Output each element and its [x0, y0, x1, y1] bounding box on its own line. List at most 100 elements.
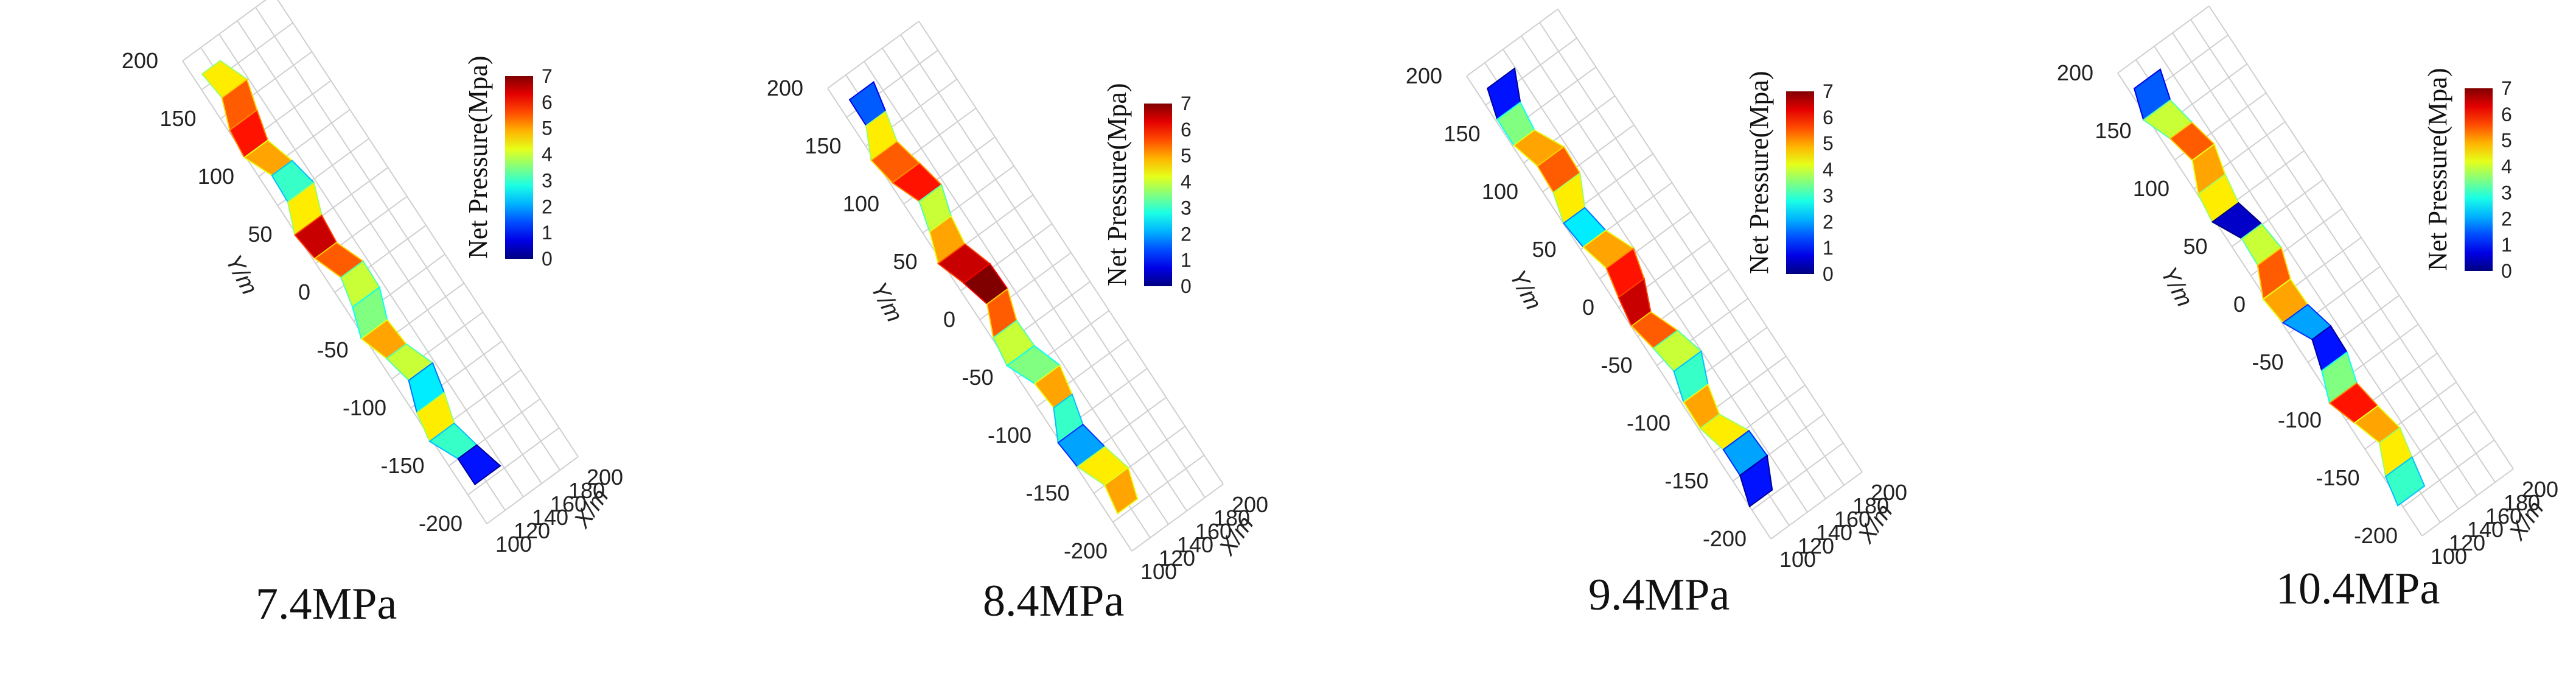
colorbar-tick-label: 1	[1823, 237, 1834, 259]
colorbar-title: Net Pressure(Mpa)	[1102, 83, 1132, 286]
chart-svg: 200150100500-50-100-150-200Y/m1001201401…	[2057, 5, 2558, 569]
x-tick-label: 120	[2449, 530, 2485, 555]
colorbar-title: Net Pressure(Mpa)	[2423, 68, 2452, 271]
gridline	[182, 0, 267, 62]
colorbar-tick-label: 5	[1823, 133, 1834, 155]
x-tick-label: 120	[514, 518, 550, 543]
gridline	[2421, 468, 2514, 537]
x-tick-label: 180	[1213, 505, 1250, 530]
y-tick-label: 100	[2133, 176, 2169, 201]
fracture-band	[848, 81, 1139, 515]
y-axis-label: Y/m	[2155, 263, 2197, 311]
y-tick-label: 50	[1532, 237, 1556, 262]
gridline	[827, 21, 920, 89]
y-tick-label: -100	[988, 423, 1031, 448]
y-tick-label: -50	[1600, 353, 1632, 378]
colorbar-title: Net Pressure(Mpa)	[1744, 71, 1774, 274]
fracture-segment	[457, 444, 501, 485]
y-tick-label: -150	[1025, 480, 1069, 505]
gridline	[1466, 76, 1771, 540]
colorbar-tick-label: 3	[1823, 185, 1834, 206]
gridline	[2190, 19, 2496, 483]
gridline	[2117, 5, 2210, 74]
gridline	[1539, 22, 1845, 486]
y-tick-label: 0	[298, 280, 310, 304]
y-tick-label: 50	[2183, 234, 2207, 259]
x-tick-label: 100	[495, 532, 532, 557]
y-tick-label: 150	[805, 133, 841, 158]
y-tick-label: 200	[1406, 63, 1442, 88]
fracture-band	[1486, 67, 1773, 508]
colorbar-tick-label: 3	[2501, 181, 2512, 203]
colorbar	[2465, 88, 2493, 271]
colorbar-tick-label: 0	[2501, 260, 2512, 282]
y-tick-label: 0	[943, 307, 955, 332]
gridline	[2403, 439, 2495, 508]
fracture-band	[2133, 68, 2426, 507]
colorbar-tick-label: 6	[1823, 107, 1834, 128]
colorbar-title: Net Pressure(Mpa)	[463, 55, 493, 259]
colorbar-tick-label: 7	[1181, 93, 1192, 114]
y-tick-label: 200	[767, 76, 803, 100]
y-tick-label: 100	[198, 164, 234, 189]
y-tick-label: -150	[380, 453, 424, 478]
y-tick-label: -50	[316, 337, 348, 362]
colorbar-tick-label: 4	[2501, 156, 2512, 178]
y-tick-label: 0	[1582, 295, 1594, 320]
y-tick-label: -200	[2354, 523, 2398, 548]
colorbar-tick-label: 1	[1181, 249, 1192, 271]
chart-panel: 200 150 100 50 0 -50 -100 -150 -200 Y/m 100 120 140 1…	[0, 0, 641, 679]
y-axis-label: Y/m	[865, 278, 907, 326]
x-tick-label: 200	[587, 465, 623, 490]
colorbar-tick-label: 7	[2501, 77, 2512, 99]
panel-caption: 8.4MPa	[983, 576, 1125, 626]
chart-panel: 200 150 100 50 0 -50 -100 -150 -200 Y/m 100 120 140 1…	[645, 0, 1286, 679]
gridline	[1557, 9, 1863, 473]
colorbar-tick-label: 0	[1181, 275, 1192, 297]
fracture-segment	[2384, 456, 2426, 507]
y-tick-label: -50	[2252, 350, 2283, 375]
colorbar	[1786, 91, 1814, 274]
y-tick-label: 150	[2095, 118, 2131, 143]
panel-caption: 9.4MPa	[1588, 570, 1730, 620]
y-tick-label: -200	[1064, 538, 1108, 563]
gridline	[2208, 5, 2514, 470]
fracture-segment	[1103, 466, 1139, 515]
x-tick-label: 200	[1232, 492, 1268, 517]
x-tick-label: 140	[532, 505, 568, 530]
gridline	[2172, 32, 2477, 496]
chart-svg: 200150100500-50-100-150-200Y/m1001201401…	[122, 0, 623, 557]
gridline	[467, 427, 560, 496]
gridline	[1770, 471, 1863, 540]
colorbar-tick-label: 2	[1181, 223, 1192, 245]
y-tick-label: 150	[1443, 121, 1480, 146]
y-tick-label: 200	[2057, 60, 2093, 85]
fracture-segment	[1739, 454, 1773, 508]
gridline	[277, 0, 579, 457]
colorbar-tick-label: 2	[2501, 208, 2512, 230]
y-tick-label: -200	[1703, 526, 1747, 551]
gridline	[864, 61, 1169, 525]
x-tick-label: 140	[2467, 517, 2504, 542]
gridline	[900, 34, 1206, 498]
x-tick-label: 120	[1159, 546, 1195, 571]
colorbar-tick-label: 0	[1823, 263, 1834, 285]
x-tick-label: 200	[1871, 480, 1907, 505]
x-tick-label: 140	[1177, 532, 1213, 557]
y-tick-label: -100	[343, 395, 386, 420]
x-tick-label: 180	[2504, 490, 2540, 515]
fracture-band	[201, 60, 501, 485]
x-tick-label: 180	[568, 478, 605, 503]
y-tick-label: -150	[1664, 468, 1708, 493]
y-axis-label: Y/m	[220, 251, 262, 299]
y-tick-label: 100	[1482, 179, 1518, 204]
gridline	[1751, 442, 1844, 511]
y-tick-label: -100	[2278, 407, 2322, 432]
colorbar-tick-label: 0	[542, 248, 553, 270]
panel-caption: 10.4MPa	[2276, 564, 2440, 614]
x-tick-label: 120	[1798, 533, 1834, 558]
panel-caption: 7.4MPa	[256, 579, 397, 629]
colorbar-tick-label: 1	[2501, 234, 2512, 256]
colorbar-tick-label: 5	[542, 118, 553, 139]
colorbar-tick-label: 5	[1181, 145, 1192, 167]
